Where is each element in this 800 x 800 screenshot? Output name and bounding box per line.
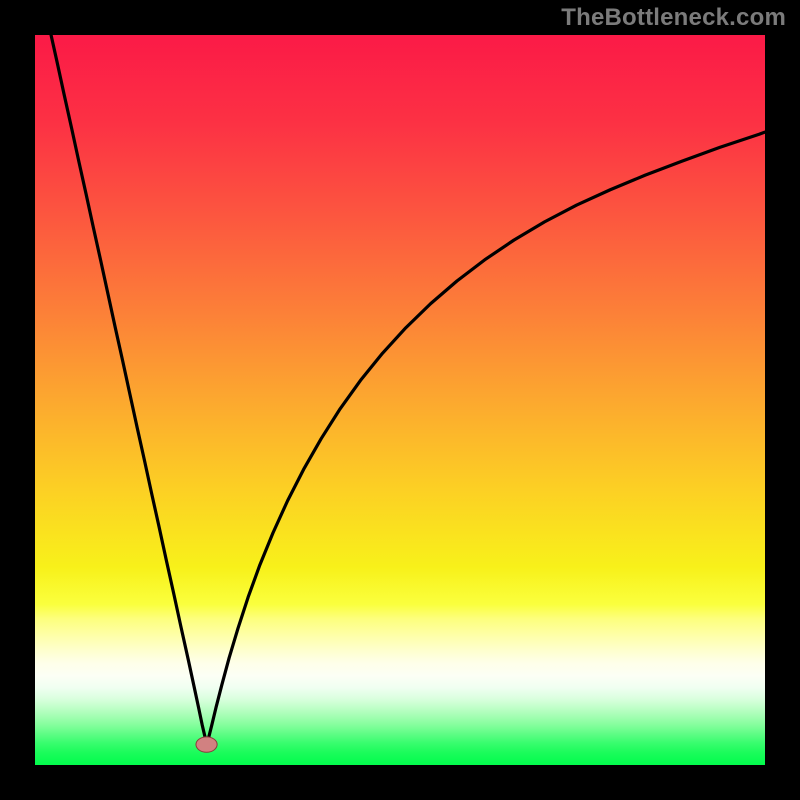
bottleneck-curve-chart xyxy=(35,35,765,765)
plot-area xyxy=(35,35,765,765)
gradient-background xyxy=(35,35,765,765)
chart-frame: TheBottleneck.com xyxy=(0,0,800,800)
watermark-text: TheBottleneck.com xyxy=(561,4,786,32)
min-marker xyxy=(196,737,217,752)
